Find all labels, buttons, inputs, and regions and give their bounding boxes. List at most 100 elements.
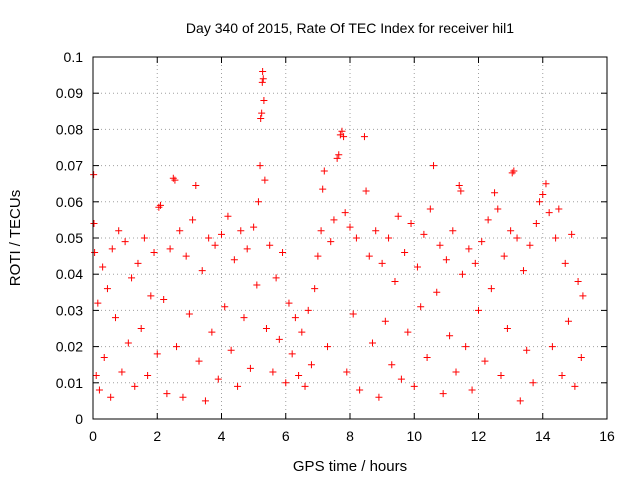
data-point	[166, 245, 174, 253]
data-point	[352, 234, 360, 242]
data-point	[311, 285, 319, 293]
data-point	[494, 205, 502, 213]
data-point	[121, 238, 129, 246]
data-point	[430, 162, 438, 170]
data-point	[254, 198, 262, 206]
data-point	[201, 397, 209, 405]
data-point	[115, 227, 123, 235]
data-point	[163, 390, 171, 398]
data-point	[426, 205, 434, 213]
data-point	[532, 220, 540, 228]
data-point	[388, 361, 396, 369]
data-point	[259, 75, 267, 83]
data-point	[234, 382, 242, 390]
data-point	[468, 386, 476, 394]
data-point	[282, 379, 290, 387]
data-point	[336, 131, 344, 139]
data-point	[108, 245, 116, 253]
data-point	[397, 375, 405, 383]
y-tick-label: 0.03	[56, 302, 83, 318]
y-tick-label: 0.09	[56, 85, 83, 101]
data-point	[221, 303, 229, 311]
y-tick-label: 0.1	[64, 49, 84, 65]
data-point	[442, 256, 450, 264]
data-point	[471, 259, 479, 267]
data-point	[561, 259, 569, 267]
grid	[93, 57, 607, 419]
data-point	[545, 209, 553, 217]
data-point	[214, 375, 222, 383]
data-point	[413, 263, 421, 271]
data-point	[95, 386, 103, 394]
y-axis-label: ROTI / TECUs	[7, 190, 24, 286]
x-tick-label: 10	[406, 428, 422, 444]
data-point	[462, 343, 470, 351]
data-point	[198, 267, 206, 275]
data-point	[205, 234, 213, 242]
data-point	[365, 252, 373, 260]
data-point	[320, 167, 328, 175]
data-point	[497, 372, 505, 380]
data-point	[144, 372, 152, 380]
y-tick-label: 0.08	[56, 121, 83, 137]
data-point	[227, 346, 235, 354]
data-point	[147, 292, 155, 300]
data-point	[558, 372, 566, 380]
data-point	[90, 220, 98, 228]
data-point	[298, 328, 306, 336]
data-point	[195, 357, 203, 365]
data-point	[487, 285, 495, 293]
data-point	[519, 267, 527, 275]
data-point	[261, 176, 269, 184]
data-point	[179, 393, 187, 401]
data-point	[218, 230, 225, 238]
data-point	[317, 227, 325, 235]
data-point	[360, 133, 368, 141]
data-point	[211, 241, 219, 249]
data-point	[404, 328, 412, 336]
data-point	[237, 227, 245, 235]
data-point	[257, 115, 265, 123]
data-point	[420, 230, 428, 238]
data-point	[417, 303, 425, 311]
data-point	[256, 162, 264, 170]
data-point	[539, 191, 547, 199]
data-point	[457, 187, 465, 195]
data-point	[574, 277, 582, 285]
data-point	[484, 216, 492, 224]
data-point	[192, 182, 200, 190]
data-point	[295, 372, 303, 380]
data-point	[285, 299, 293, 307]
data-point	[269, 368, 277, 376]
data-point	[260, 96, 268, 104]
data-point	[160, 296, 168, 304]
data-point	[128, 274, 136, 282]
data-point	[91, 248, 99, 256]
data-point	[173, 343, 181, 351]
data-point	[253, 281, 261, 289]
data-point	[304, 306, 312, 314]
data-point	[571, 382, 579, 390]
data-point	[478, 238, 486, 246]
data-point	[259, 67, 267, 75]
data-point	[513, 234, 521, 242]
data-point	[368, 339, 376, 347]
data-point	[394, 212, 402, 220]
x-tick-label: 2	[153, 428, 161, 444]
data-point	[171, 176, 179, 184]
data-point	[103, 285, 111, 293]
y-tick-labels: 0 0.01 0.02 0.03 0.04 0.05 0.06 0.07 0.08 0.09 0.1	[56, 49, 83, 427]
data-point	[314, 252, 322, 260]
data-point	[140, 234, 148, 242]
data-point	[258, 109, 266, 117]
data-point	[118, 368, 126, 376]
data-point	[307, 361, 315, 369]
data-point	[552, 234, 560, 242]
data-point	[134, 259, 142, 267]
x-tick-labels: 0 2 4 6 8 10 12 14 16	[89, 428, 615, 444]
data-point	[107, 393, 115, 401]
data-point	[452, 368, 460, 376]
x-tick-label: 0	[89, 428, 97, 444]
data-point	[410, 382, 418, 390]
data-point	[92, 372, 100, 380]
